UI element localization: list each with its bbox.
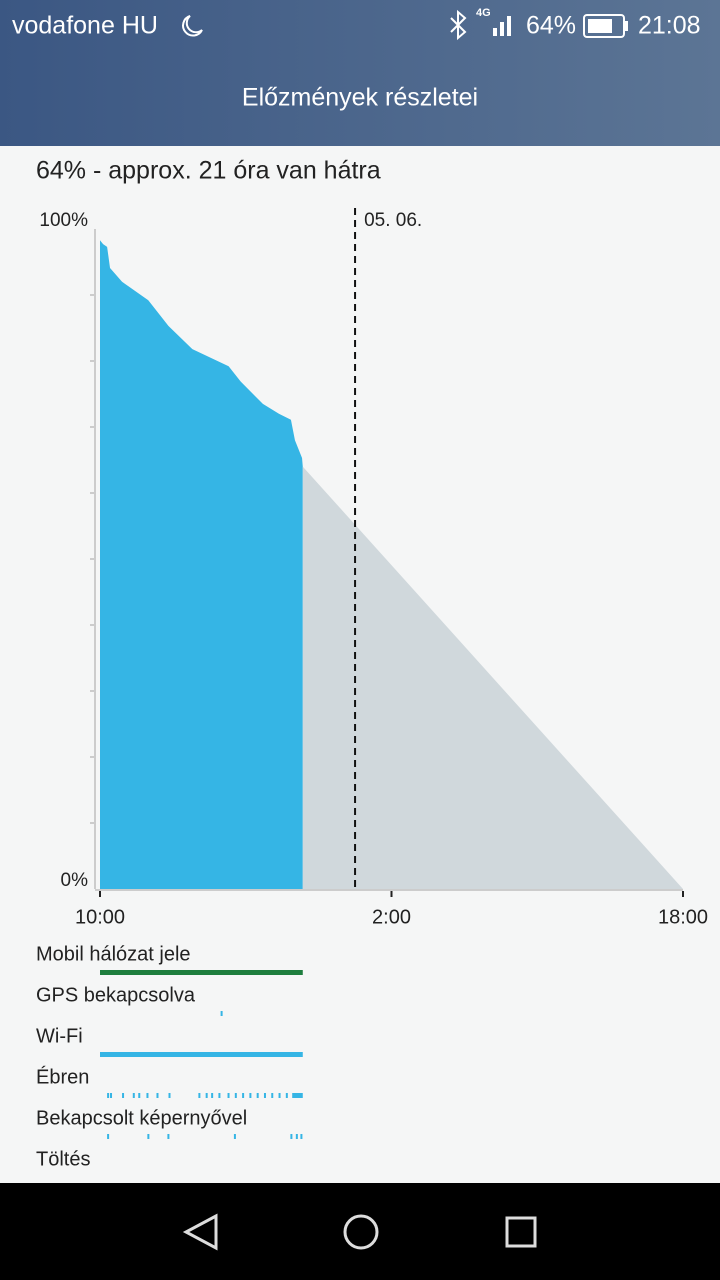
track-segment xyxy=(107,1134,110,1139)
carrier: vodafone HU xyxy=(12,12,158,40)
summary: 64% - approx. 21 óra van hátra xyxy=(36,157,381,185)
track-segment xyxy=(285,1093,288,1098)
recents-button[interactable] xyxy=(505,1216,537,1248)
track-label: Töltés xyxy=(36,1148,90,1170)
x-tick-label: 10:00 xyxy=(75,906,125,928)
track-segment xyxy=(263,1093,266,1098)
dnd-icon xyxy=(182,15,203,37)
track-segment xyxy=(132,1093,135,1098)
back-button[interactable] xyxy=(182,1213,218,1251)
home-button[interactable] xyxy=(343,1214,379,1250)
track-segment xyxy=(107,1093,110,1098)
chart: 0% 100% 10:00 2:00 18:00 05. 06. Mobil hálózat… xyxy=(36,208,708,1170)
track-segment xyxy=(300,1134,303,1139)
clock: 21:08 xyxy=(638,12,701,40)
track-segment xyxy=(242,1093,245,1098)
track-segment xyxy=(110,1093,113,1098)
x-tick-label: 18:00 xyxy=(658,906,708,928)
app-title: Előzmények részletei xyxy=(242,84,478,112)
track-segment xyxy=(211,1093,214,1098)
track-label: Wi-Fi xyxy=(36,1025,83,1047)
battery-area xyxy=(302,466,683,889)
track-segment xyxy=(292,1093,303,1098)
track-segment xyxy=(249,1093,252,1098)
track-segment xyxy=(256,1093,259,1098)
battery-percent: 64% xyxy=(526,12,576,40)
signal-icon xyxy=(493,16,511,36)
track-segment xyxy=(227,1093,230,1098)
battery-icon xyxy=(583,14,628,38)
bluetooth-icon xyxy=(450,9,467,41)
track-segment xyxy=(167,1134,170,1139)
track-segment xyxy=(220,1011,223,1016)
track-segment xyxy=(290,1134,293,1139)
track-segment xyxy=(146,1093,149,1098)
y-tick-label: 0% xyxy=(61,870,89,891)
nav-bar xyxy=(0,1183,720,1280)
x-tick-label: 2:00 xyxy=(372,906,411,928)
track-segment xyxy=(205,1093,208,1098)
track-segment xyxy=(122,1093,125,1098)
track-segment xyxy=(138,1093,141,1098)
battery-area xyxy=(100,240,303,890)
y-tick-label: 100% xyxy=(39,210,88,231)
track-segment xyxy=(271,1093,274,1098)
track-segment xyxy=(156,1093,159,1098)
track-segment xyxy=(100,970,303,975)
date-marker-label: 05. 06. xyxy=(364,210,422,231)
track-segment xyxy=(218,1093,221,1098)
track-label: Ébren xyxy=(36,1065,89,1088)
track-segment xyxy=(168,1093,171,1098)
track-segment xyxy=(278,1093,281,1098)
track-label: GPS bekapcsolva xyxy=(36,984,196,1006)
track-segment xyxy=(100,1052,303,1057)
track-segment xyxy=(198,1093,201,1098)
network-type: 4G xyxy=(476,7,491,19)
track-segment xyxy=(147,1134,150,1139)
track-segment xyxy=(295,1134,298,1139)
track-segment xyxy=(233,1134,236,1139)
track-label: Bekapcsolt képernyővel xyxy=(36,1107,247,1129)
track-label: Mobil hálózat jele xyxy=(36,943,191,965)
track-segment xyxy=(234,1093,237,1098)
